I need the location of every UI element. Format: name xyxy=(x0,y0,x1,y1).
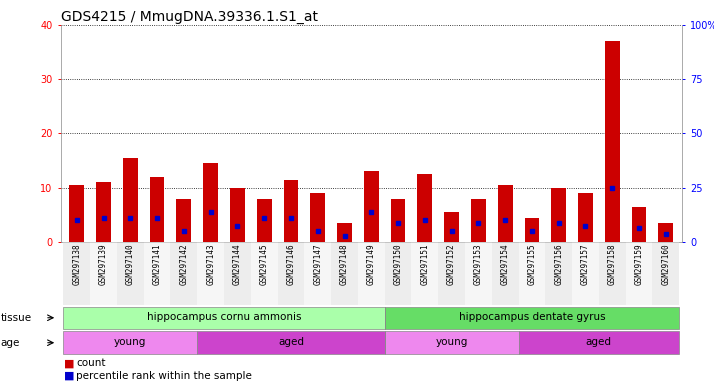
Text: hippocampus dentate gyrus: hippocampus dentate gyrus xyxy=(458,312,605,322)
Bar xyxy=(69,185,84,242)
Text: GSM297160: GSM297160 xyxy=(661,244,670,285)
Bar xyxy=(438,242,465,305)
Text: count: count xyxy=(76,358,106,368)
Bar xyxy=(224,242,251,305)
Bar xyxy=(331,242,358,305)
Bar xyxy=(203,163,218,242)
Text: GSM297157: GSM297157 xyxy=(581,244,590,285)
Bar xyxy=(283,180,298,242)
Text: GSM297149: GSM297149 xyxy=(367,244,376,285)
Bar xyxy=(358,242,385,305)
Bar xyxy=(171,242,197,305)
Bar xyxy=(518,242,545,305)
Bar xyxy=(311,193,325,242)
Text: GSM297147: GSM297147 xyxy=(313,244,322,285)
Bar xyxy=(257,199,271,242)
Text: GSM297142: GSM297142 xyxy=(179,244,188,285)
Bar xyxy=(337,223,352,242)
Text: GSM297139: GSM297139 xyxy=(99,244,108,285)
Bar xyxy=(625,242,653,305)
Bar xyxy=(230,188,245,242)
Bar xyxy=(385,331,518,354)
Text: GSM297150: GSM297150 xyxy=(393,244,403,285)
Bar xyxy=(465,242,492,305)
Bar xyxy=(90,242,117,305)
Text: GSM297155: GSM297155 xyxy=(528,244,536,285)
Bar xyxy=(123,158,138,242)
Bar xyxy=(304,242,331,305)
Bar xyxy=(605,41,620,242)
Bar xyxy=(144,242,171,305)
Bar xyxy=(197,242,224,305)
Text: GSM297156: GSM297156 xyxy=(554,244,563,285)
Text: young: young xyxy=(436,337,468,347)
Bar xyxy=(385,242,411,305)
Bar xyxy=(545,242,572,305)
Bar xyxy=(64,306,385,329)
Bar xyxy=(150,177,164,242)
Bar xyxy=(278,242,304,305)
Bar xyxy=(498,185,513,242)
Bar xyxy=(391,199,406,242)
Bar xyxy=(176,199,191,242)
Text: GSM297152: GSM297152 xyxy=(447,244,456,285)
Bar xyxy=(471,199,486,242)
Bar xyxy=(364,171,378,242)
Bar xyxy=(385,306,679,329)
Bar xyxy=(251,242,278,305)
Bar xyxy=(444,212,459,242)
Text: GSM297154: GSM297154 xyxy=(501,244,510,285)
Text: GSM297138: GSM297138 xyxy=(72,244,81,285)
Bar xyxy=(551,188,566,242)
Text: young: young xyxy=(114,337,146,347)
Bar xyxy=(572,242,599,305)
Text: aged: aged xyxy=(586,337,612,347)
Text: percentile rank within the sample: percentile rank within the sample xyxy=(76,371,252,381)
Text: GSM297151: GSM297151 xyxy=(421,244,429,285)
Text: GSM297144: GSM297144 xyxy=(233,244,242,285)
Text: GDS4215 / MmugDNA.39336.1.S1_at: GDS4215 / MmugDNA.39336.1.S1_at xyxy=(61,10,318,24)
Text: GSM297146: GSM297146 xyxy=(286,244,296,285)
Bar xyxy=(492,242,518,305)
Bar xyxy=(525,217,539,242)
Bar xyxy=(96,182,111,242)
Bar xyxy=(117,242,144,305)
Text: GSM297148: GSM297148 xyxy=(340,244,349,285)
Bar xyxy=(64,242,90,305)
Text: ■: ■ xyxy=(64,371,75,381)
Text: GSM297145: GSM297145 xyxy=(260,244,268,285)
Bar xyxy=(599,242,625,305)
Bar xyxy=(632,207,646,242)
Text: GSM297158: GSM297158 xyxy=(608,244,617,285)
Bar xyxy=(578,193,593,242)
Bar xyxy=(658,223,673,242)
Text: age: age xyxy=(1,338,20,348)
Text: aged: aged xyxy=(278,337,304,347)
Bar xyxy=(518,331,679,354)
Text: tissue: tissue xyxy=(1,313,32,323)
Bar xyxy=(197,331,385,354)
Text: GSM297141: GSM297141 xyxy=(153,244,161,285)
Text: ■: ■ xyxy=(64,358,75,368)
Bar xyxy=(64,331,197,354)
Bar xyxy=(653,242,679,305)
Text: hippocampus cornu ammonis: hippocampus cornu ammonis xyxy=(147,312,301,322)
Text: GSM297159: GSM297159 xyxy=(635,244,643,285)
Bar xyxy=(418,174,432,242)
Text: GSM297153: GSM297153 xyxy=(474,244,483,285)
Text: GSM297140: GSM297140 xyxy=(126,244,135,285)
Bar xyxy=(411,242,438,305)
Text: GSM297143: GSM297143 xyxy=(206,244,215,285)
